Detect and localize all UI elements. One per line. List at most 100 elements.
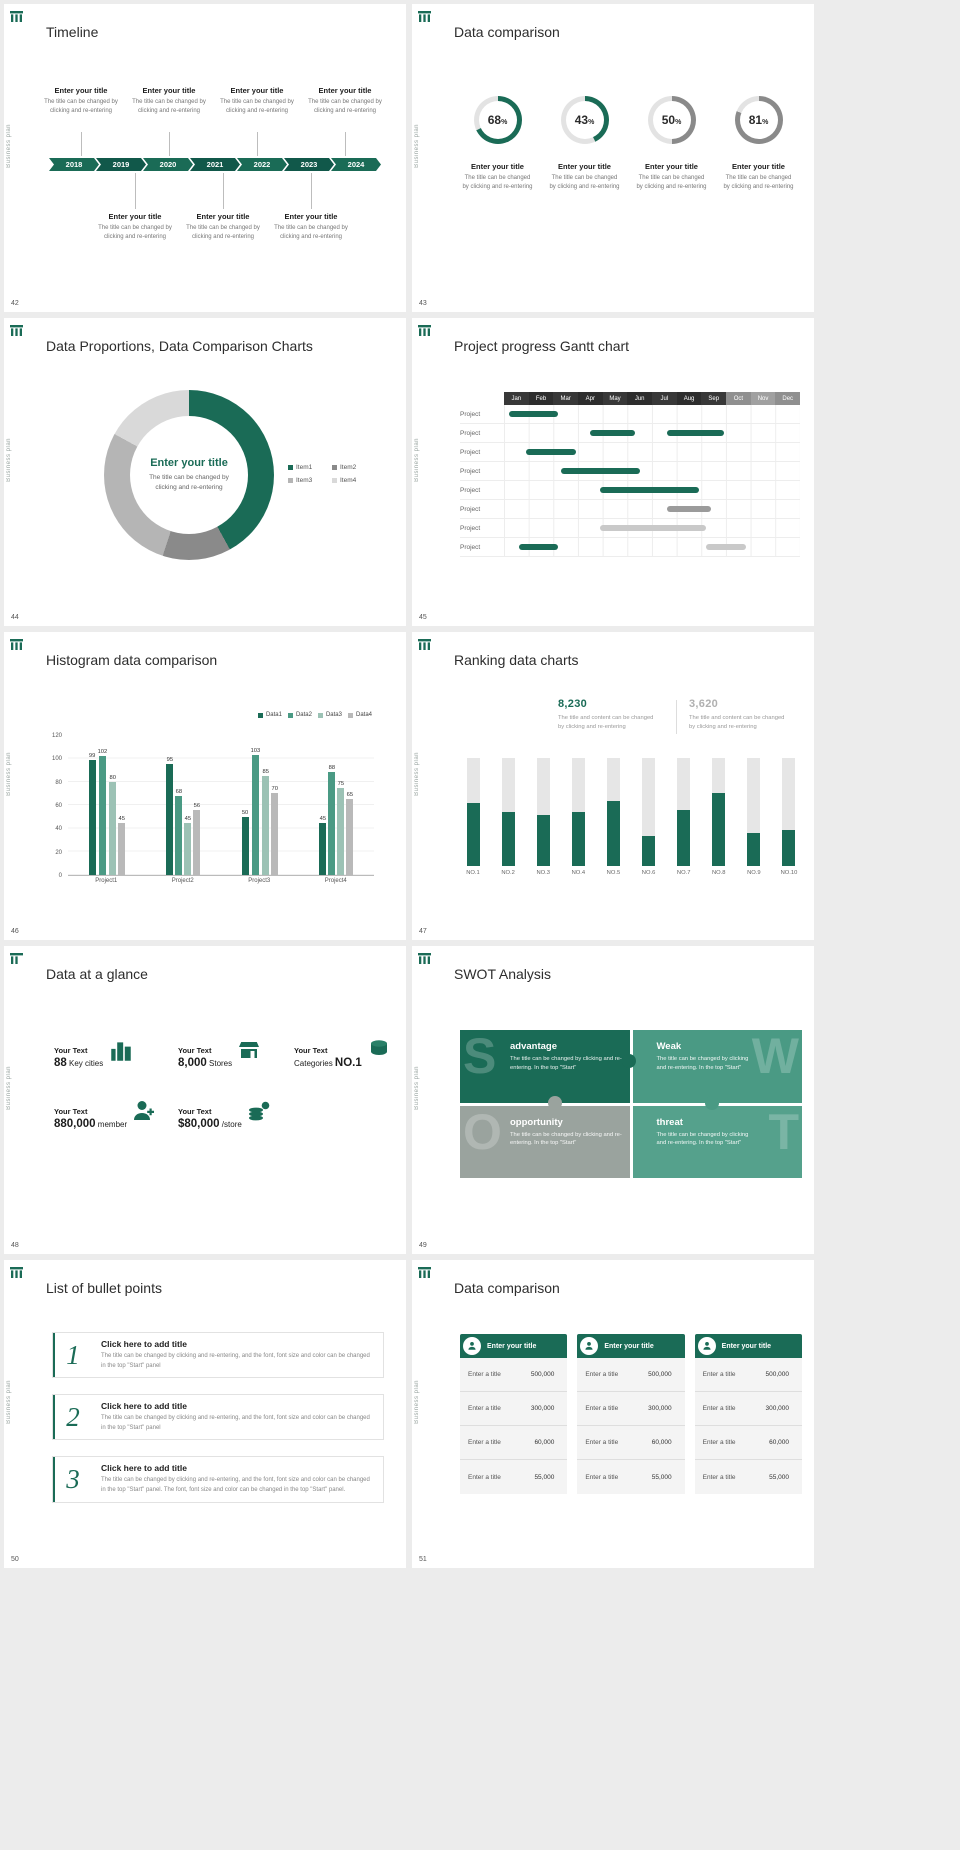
timeline-item: Enter your title The title can be changed… [213,86,301,117]
table-row: Enter a title 60,000 [460,1426,568,1460]
item-desc: The title can be changed by clicking and… [132,99,206,115]
slide-title: Timeline [46,24,99,40]
swot-quadrant-opportunity: O opportunity The title can be changed by… [460,1105,630,1178]
slide-49-swot[interactable]: Business plan SWOT Analysis S advantage T… [412,946,814,1254]
item-title: Enter your title [142,86,196,95]
ranking-track [642,758,656,866]
stat-block: 8,230 The title and content can be chang… [558,698,676,734]
slide-grid: Business plan Timeline Enter your title T… [4,4,814,1568]
side-label: Business plan [414,752,420,796]
chart-legend: Item1 Item2 Item3 Item4 [288,464,376,484]
timeline-item: Enter your title The title can be changed… [91,212,179,243]
swot-letter: T [768,1105,799,1160]
item-title: Enter your title [108,212,162,221]
timeline-item: Enter your title The title can be changed… [37,86,125,117]
table-row: Enter a title 500,000 [460,1358,568,1392]
gantt-row-label: Project [460,543,481,551]
ranking-fill [712,792,726,866]
category-icon [367,1038,391,1067]
histogram-bar [175,795,183,875]
legend-label: Item2 [340,464,357,471]
histogram-group: 99 102 80 45 [88,749,127,875]
slide-45-gantt[interactable]: Business plan Project progress Gantt cha… [412,318,814,626]
swot-letter: O [463,1105,502,1160]
y-tick-label: 40 [55,826,62,833]
histogram-bar-slot: 99 [88,753,96,875]
row-label: Enter a title [585,1405,619,1412]
histogram-bar-slot: 45 [184,816,192,875]
ranking-column: NO.8 [706,758,732,876]
legend-swatch [317,712,323,718]
stat-value: 880,000 member [54,1118,128,1130]
histogram-bar-slot: 102 [98,749,107,875]
swot-heading: advantage [510,1041,557,1052]
stat-value: 8,000 Stores [178,1057,233,1069]
legend-swatch [347,712,353,718]
slide-title: Project progress Gantt chart [454,338,630,354]
data-card: Enter your title Enter a title 500,000 Ent… [577,1334,685,1494]
gantt-track [504,443,800,461]
side-label: Business plan [414,1066,420,1110]
item-title: Enter your title [318,86,372,95]
legend-item: Item4 [332,477,376,484]
swot-desc: The title can be changed by clicking and… [656,1131,749,1147]
person-icon [697,1337,716,1355]
timeline-year-2021: 2021 [190,158,240,171]
ranking-column: NO.4 [565,758,591,876]
histogram-bar-slot: 95 [166,757,174,875]
coins-icon [247,1099,271,1128]
slide-48-data-at-a-glance[interactable]: Business plan Data at a glance Your Text… [4,946,406,1254]
legend-label: Item3 [296,477,313,484]
bullet-item: 3 Click here to add title The title can b… [52,1456,384,1503]
slide-42-timeline[interactable]: Business plan Timeline Enter your title T… [4,4,406,312]
swot-quadrant-advantage: S advantage The title can be changed by c… [460,1030,630,1103]
chart-legend: Data1 Data2 Data3 Data4 [257,712,372,718]
side-label: Business plan [6,752,12,796]
side-label: Business plan [414,124,420,168]
progress-ring-item: 43% Enter your title The title can be ch… [541,96,628,193]
item-desc: The title can be changed by clicking and… [98,225,172,241]
slide-47-ranking[interactable]: Business plan Ranking data charts 8,230 … [412,632,814,940]
row-value: 60,000 [769,1439,789,1446]
slide-number: 42 [11,300,19,307]
stat-label: Your Text [178,1046,212,1055]
category-label: NO.9 [747,870,761,876]
gantt-row-label: Project [460,486,481,494]
stat-desc: The title and content can be changed by … [689,715,785,730]
slide-46-histogram[interactable]: Business plan Histogram data comparison … [4,632,406,940]
ranking-stats: 8,230 The title and content can be chang… [558,698,797,734]
histogram-bar [193,809,201,875]
slide-44-donut-chart[interactable]: Business plan Data Proportions, Data Com… [4,318,406,626]
gantt-body: Project Project Project Project Project Proje… [460,405,800,557]
ranking-fill [747,832,761,866]
y-tick-label: 120 [51,733,62,739]
gantt-month-Jan: Jan [504,392,529,405]
slide-51-data-comparison-tables[interactable]: Business plan Data comparison Enter your… [412,1260,814,1568]
connector-line [345,132,346,156]
gantt-bar [600,487,699,493]
deck-logo-icon [10,323,23,336]
slide-number: 50 [11,1556,19,1563]
card-title: Enter your title [721,1342,772,1350]
ranking-track [501,758,515,866]
stat-label: Your Text [294,1046,328,1055]
ranking-column: NO.5 [600,758,626,876]
ranking-track [536,758,550,866]
stat-label: Your Text [54,1046,88,1055]
bullet-item: 1 Click here to add title The title can b… [52,1332,384,1379]
ring-center: 68% [478,101,517,139]
deck-logo-icon [418,1265,431,1278]
deck-logo-icon [418,637,431,650]
gantt-month-Sep: Sep [701,392,727,405]
slide-title: Data comparison [454,24,560,40]
histogram-bar [346,799,354,875]
card-body: Enter a title 500,000 Enter a title 300,000… [577,1358,685,1494]
legend-item: Data3 [317,712,342,718]
gantt-track [504,538,800,556]
table-row: Enter a title 55,000 [577,1460,684,1494]
legend-label: Item1 [296,464,313,471]
slide-43-data-comparison[interactable]: Business plan Data comparison 68% Enter … [412,4,814,312]
row-value: 500,000 [765,1371,789,1378]
legend-item: Item1 [288,464,332,471]
slide-50-bullet-list[interactable]: Business plan List of bullet points 1 Cl… [4,1260,406,1568]
